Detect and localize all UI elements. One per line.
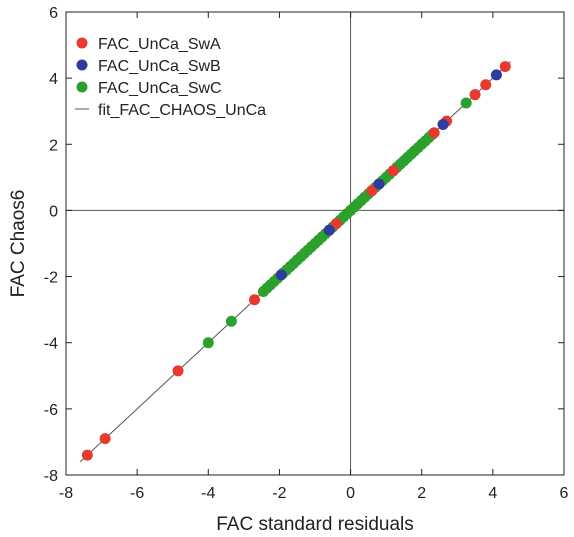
point-swa xyxy=(81,449,93,461)
point-swb xyxy=(373,178,385,190)
y-tick-label: -4 xyxy=(44,336,58,353)
point-swa xyxy=(387,165,399,177)
x-tick-label: 4 xyxy=(488,485,497,502)
point-swa xyxy=(330,218,342,230)
point-swb xyxy=(323,224,335,236)
y-tick-label: 4 xyxy=(49,71,58,88)
legend-label: FAC_UnCa_SwB xyxy=(98,58,221,75)
point-swc xyxy=(460,97,472,109)
x-tick-label: 0 xyxy=(346,485,355,502)
y-tick-labels: -8 -6 -4 -2 0 2 4 6 xyxy=(44,5,58,485)
x-tick-label: -4 xyxy=(201,485,215,502)
x-tick-label: -6 xyxy=(130,485,144,502)
y-tick-label: -8 xyxy=(44,468,58,485)
point-swa xyxy=(428,127,440,139)
point-swa xyxy=(99,433,111,445)
x-tick-label: -2 xyxy=(272,485,286,502)
axis-ticks xyxy=(65,11,565,476)
x-tick-label: 2 xyxy=(417,485,426,502)
zero-lines xyxy=(66,12,564,475)
point-swc xyxy=(225,315,237,327)
point-swa xyxy=(469,89,481,101)
legend-label: FAC_UnCa_SwA xyxy=(98,36,221,53)
legend-label: fit_FAC_CHAOS_UnCa xyxy=(98,102,266,119)
point-swa xyxy=(366,185,378,197)
legend-swatch-marker xyxy=(76,59,88,71)
y-tick-label: -6 xyxy=(44,402,58,419)
x-tick-labels: -8 -6 -4 -2 0 2 4 6 xyxy=(59,485,569,502)
y-tick-label: 6 xyxy=(49,5,58,22)
x-tick-label: 6 xyxy=(560,485,569,502)
point-swb xyxy=(437,118,449,130)
y-tick-label: 2 xyxy=(49,137,58,154)
point-swa xyxy=(480,79,492,91)
x-axis-label: FAC standard residuals xyxy=(216,514,414,535)
point-swa xyxy=(172,365,184,377)
legend-swatch-marker xyxy=(76,37,88,49)
plot-frame xyxy=(65,11,565,476)
point-swb xyxy=(275,269,287,281)
point-swb xyxy=(490,69,502,81)
y-axis-label: FAC Chaos6 xyxy=(8,190,29,298)
x-tick-label: -8 xyxy=(59,485,73,502)
point-swa xyxy=(249,294,261,306)
data-points-layer xyxy=(81,61,511,461)
legend: FAC_UnCa_SwA FAC_UnCa_SwB FAC_UnCa_SwC fit_… xyxy=(75,36,266,119)
legend-swatch-marker xyxy=(76,81,88,93)
y-tick-label: 0 xyxy=(49,203,58,220)
legend-label: FAC_UnCa_SwC xyxy=(98,80,222,97)
point-swa xyxy=(499,61,511,73)
y-tick-label: -2 xyxy=(44,270,58,287)
point-swc xyxy=(202,337,214,349)
